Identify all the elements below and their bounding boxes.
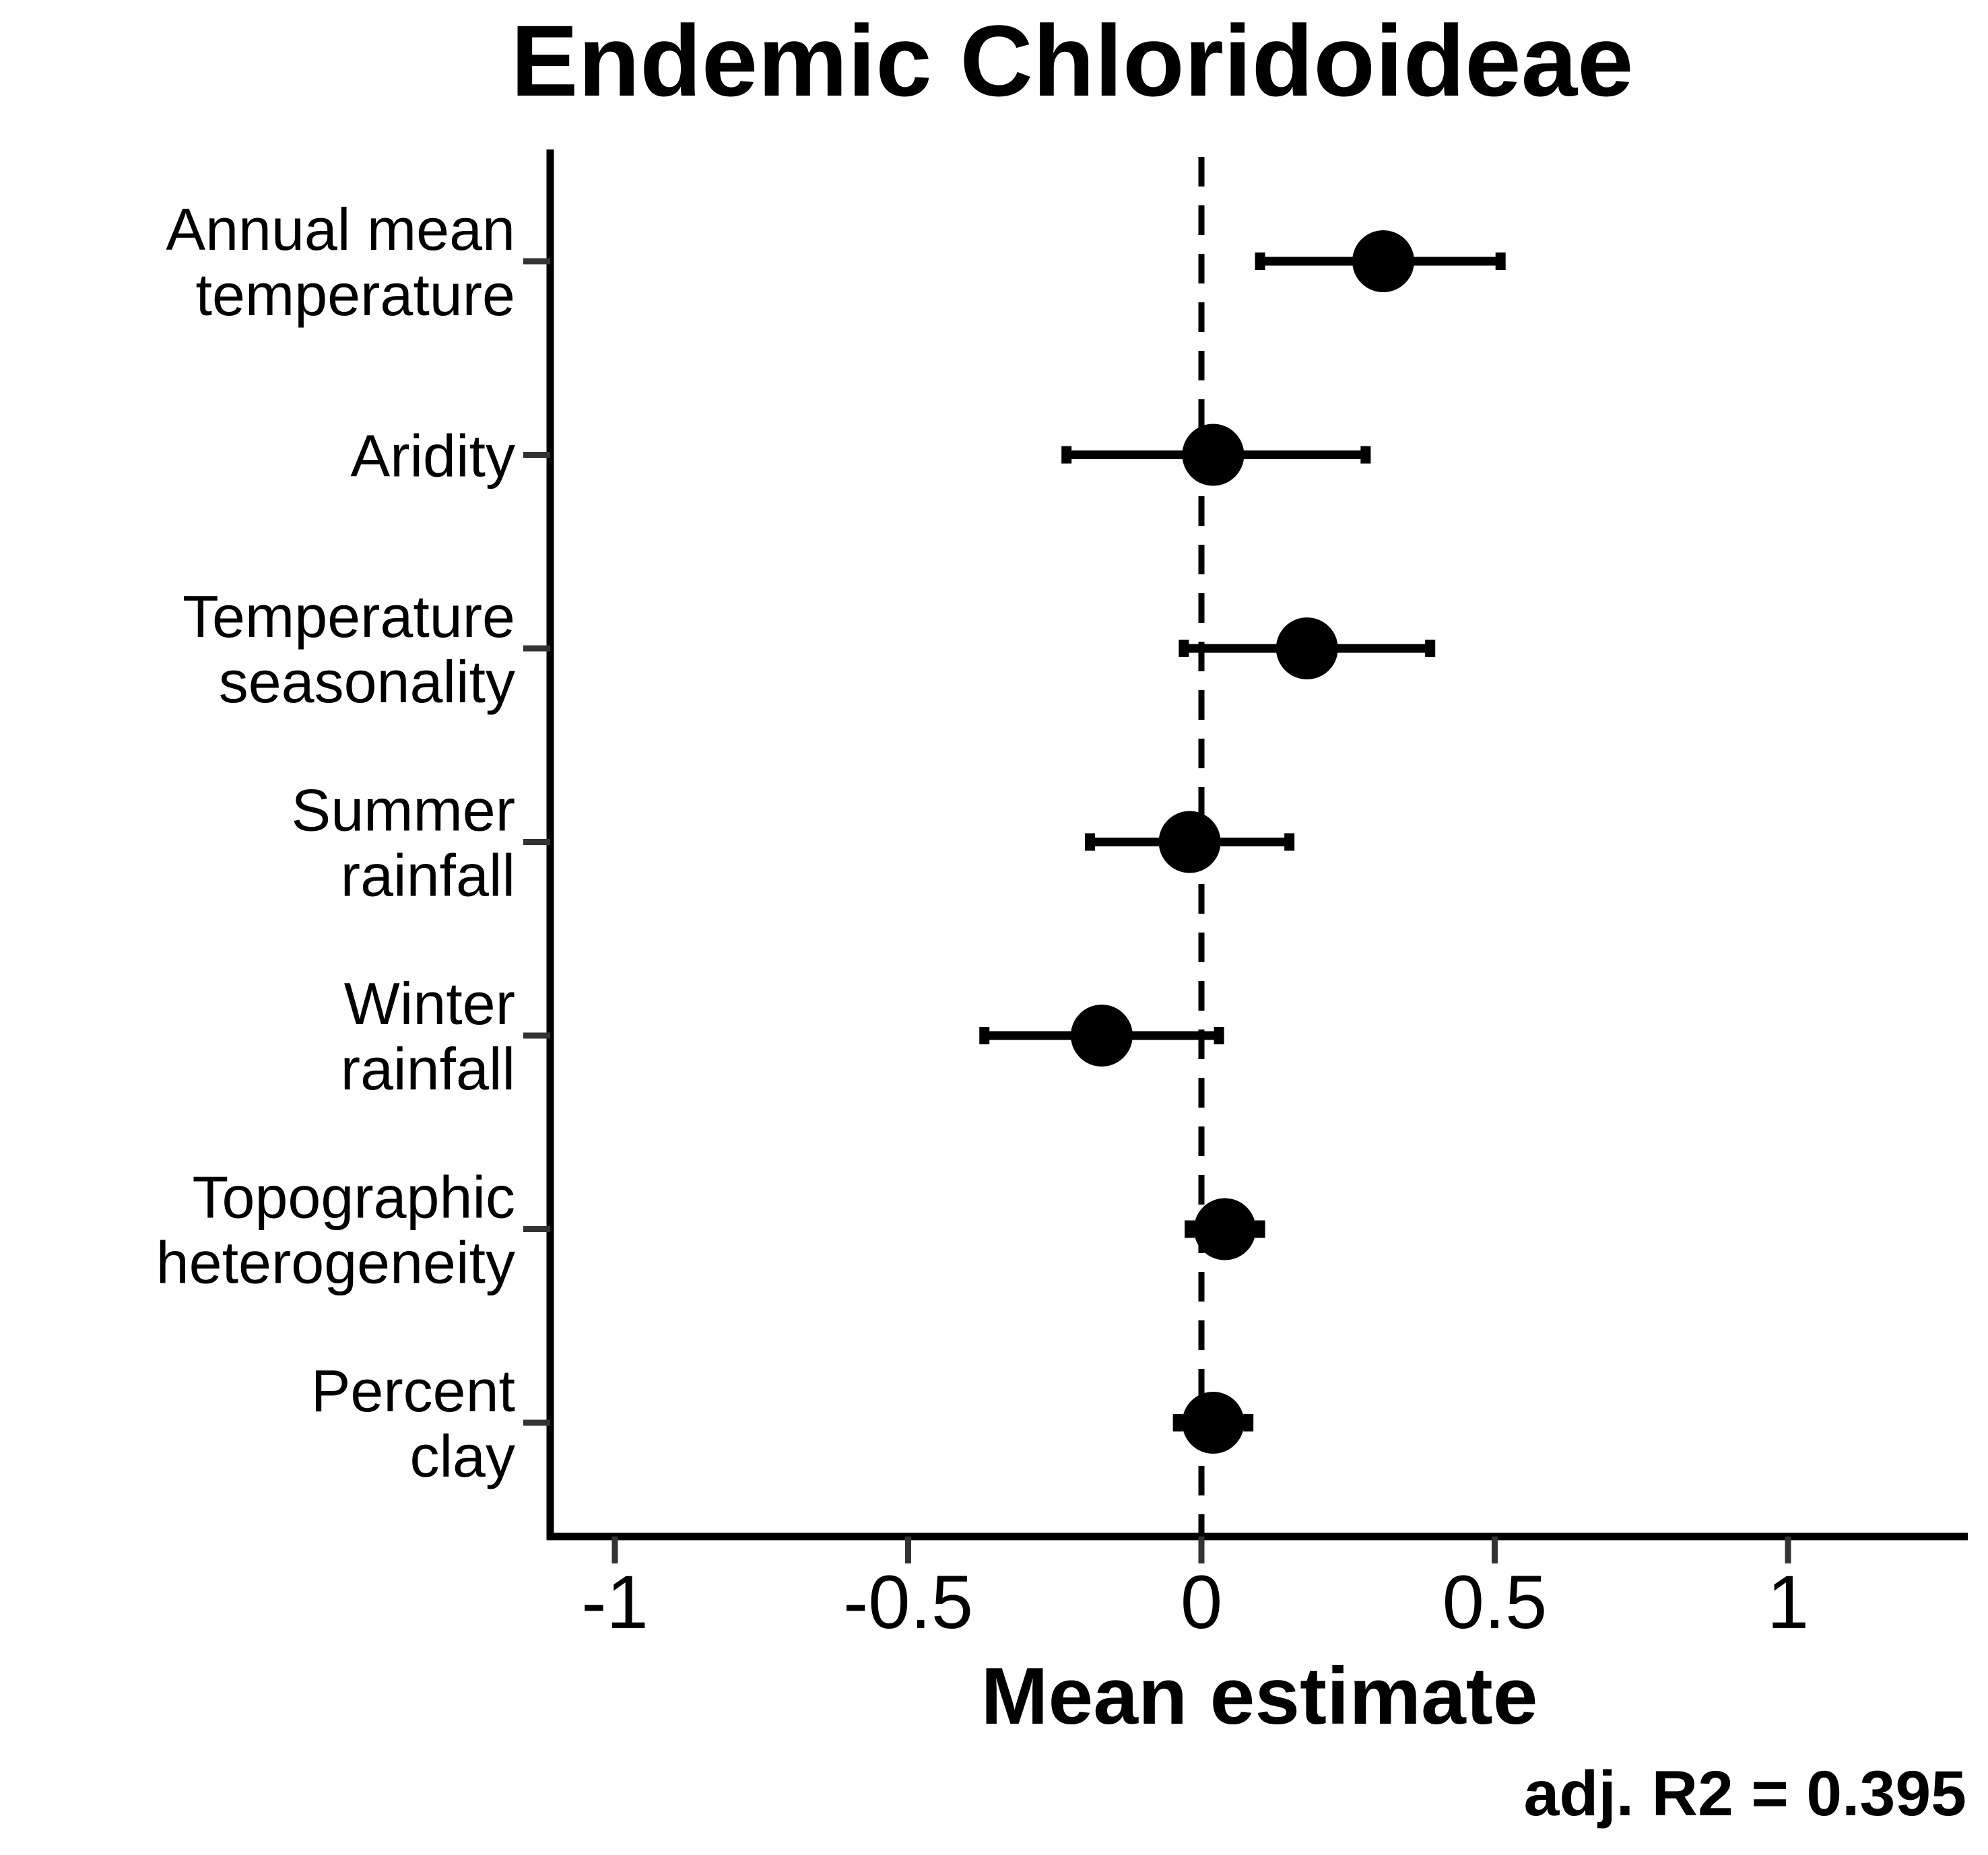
x-tick-label: -1 [581,1560,649,1644]
x-tick-label: -0.5 [843,1560,973,1644]
y-tick-label: temperature [196,261,515,328]
x-axis: -1 -0.5 0 0.5 1 [547,1532,1968,1644]
y-tick-label: Summer [292,777,516,844]
plot-marks [979,157,1506,1533]
estimate-point [1182,424,1245,486]
y-tick-label: seasonality [219,648,515,715]
estimate-point [1070,1005,1133,1067]
estimate-point [1182,1392,1245,1454]
x-axis-label: Mean estimate [981,1651,1538,1741]
estimate-point [1352,230,1415,292]
estimate-point [1275,617,1338,679]
estimate-point [1193,1198,1256,1260]
y-tick-label: rainfall [341,1036,515,1102]
y-tick-label: rainfall [341,842,515,909]
y-tick-label: Aridity [351,423,516,490]
estimate-point [1158,811,1221,873]
adj-r2-annotation: adj. R2 = 0.395 [1524,1758,1967,1829]
y-tick-label: Topographic [193,1164,515,1231]
x-tick-label: 0 [1181,1560,1222,1644]
y-tick-label: Winter [344,970,515,1037]
y-tick-label: clay [410,1423,516,1489]
y-tick-label: Annual mean [166,196,515,263]
y-tick-label: heterogeneity [156,1229,515,1296]
x-tick-label: 1 [1767,1560,1809,1644]
chart-title: Endemic Chloridoideae [511,4,1634,117]
y-tick-label: Percent [311,1357,515,1424]
x-tick-label: 0.5 [1443,1560,1548,1644]
y-tick-label: Temperature [183,583,515,650]
